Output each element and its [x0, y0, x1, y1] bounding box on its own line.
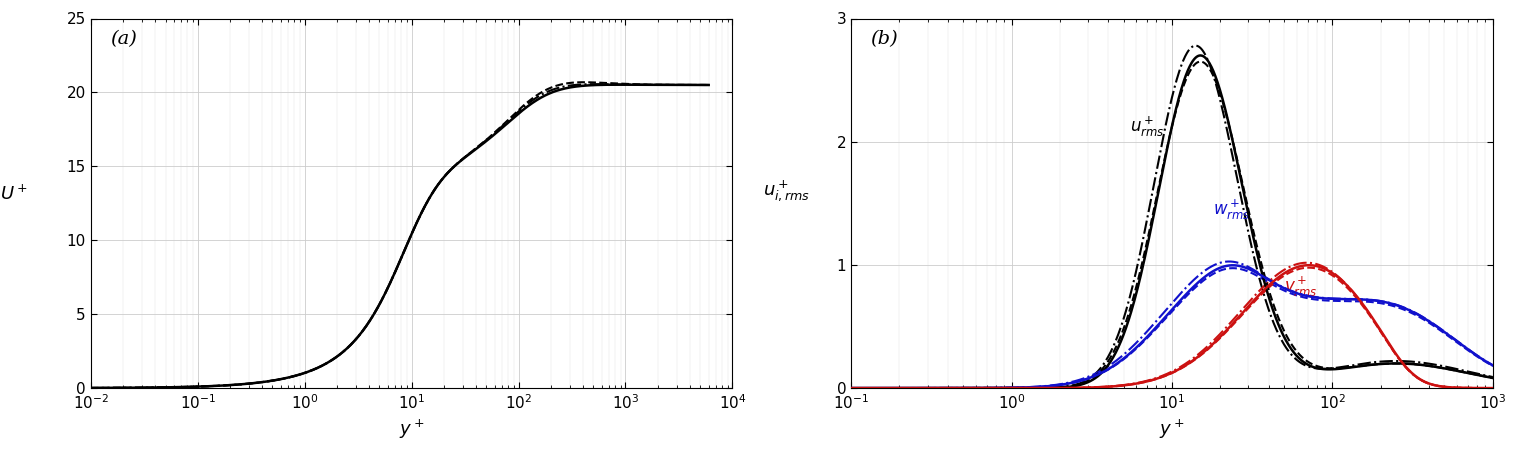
X-axis label: $y^+$: $y^+$	[1159, 417, 1185, 440]
Text: $w^+_{rms}$: $w^+_{rms}$	[1212, 198, 1250, 222]
Text: (a): (a)	[109, 29, 137, 48]
Y-axis label: $u^+_{i,rms}$: $u^+_{i,rms}$	[764, 178, 811, 203]
Text: $v^+_{rms}$: $v^+_{rms}$	[1284, 275, 1318, 299]
Text: $u^+_{rms}$: $u^+_{rms}$	[1130, 115, 1165, 139]
X-axis label: $y^+$: $y^+$	[399, 417, 424, 440]
Y-axis label: $U^+$: $U^+$	[0, 184, 27, 203]
Text: (b): (b)	[870, 29, 898, 48]
